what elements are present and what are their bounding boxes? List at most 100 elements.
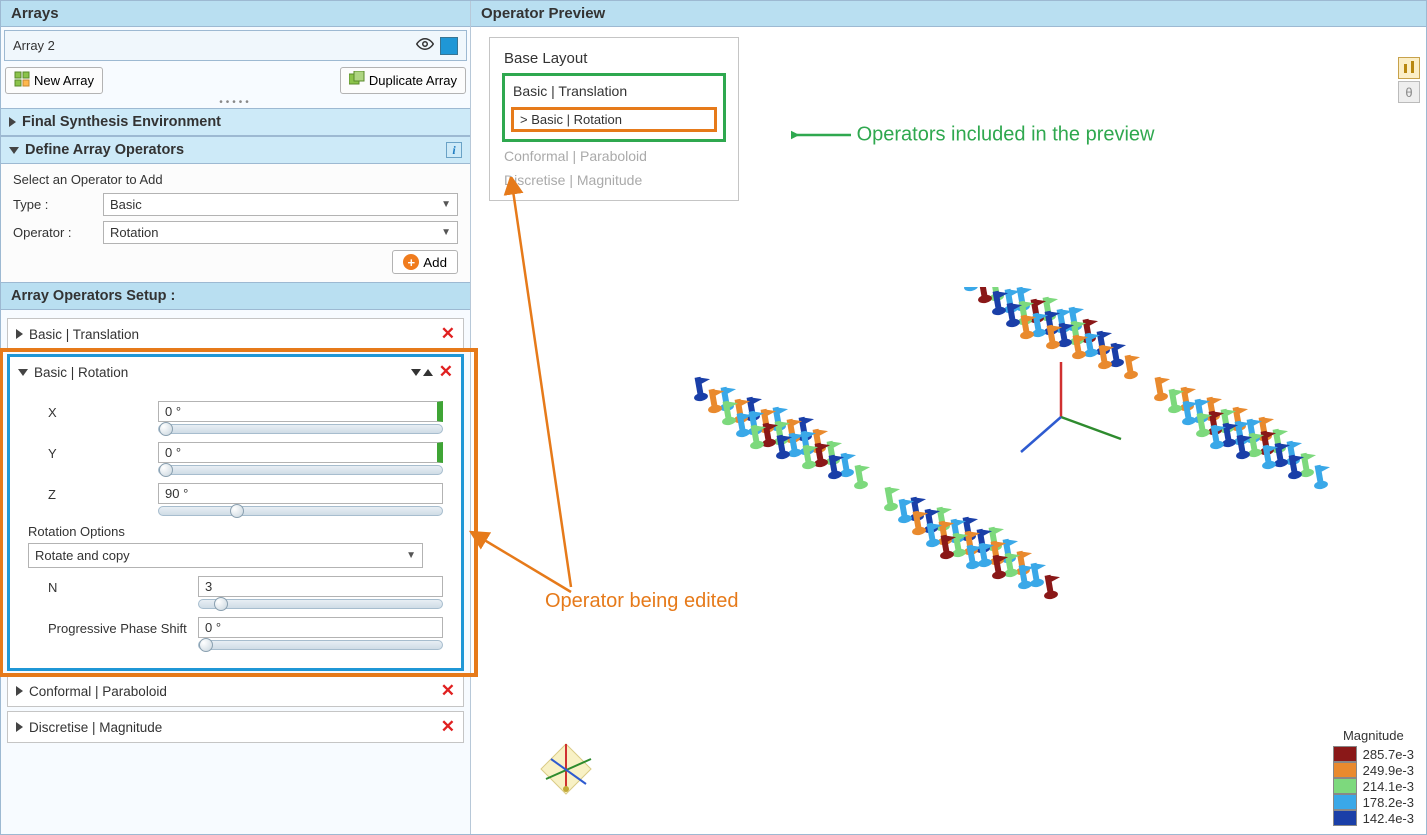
slider-label: Y: [48, 442, 158, 461]
toggle-theta-icon[interactable]: θ: [1398, 81, 1420, 103]
slider-track[interactable]: [158, 506, 443, 516]
new-array-button[interactable]: New Array: [5, 67, 103, 94]
legend-swatch: [1333, 778, 1357, 794]
slider-thumb[interactable]: [230, 504, 244, 518]
operator-item: Conformal | Paraboloid ✕: [7, 675, 464, 707]
define-operators-body: Select an Operator to Add Type : Basic ▼…: [1, 164, 470, 282]
legend-label: 178.2e-3: [1363, 795, 1414, 810]
preview-layout-box: Base Layout Basic | Translation > Basic …: [489, 37, 739, 201]
array-row[interactable]: Array 2: [4, 30, 467, 61]
slider-track[interactable]: [158, 424, 443, 434]
operator-header[interactable]: Discretise | Magnitude ✕: [8, 712, 463, 742]
slider-track[interactable]: [158, 465, 443, 475]
operator-item: Basic | Rotation✕X0 °Y0 °Z90 °Rotation O…: [7, 354, 464, 671]
sidebar-title: Arrays: [1, 1, 470, 27]
legend-swatch: [1333, 746, 1357, 762]
section-label: Define Array Operators: [25, 142, 184, 158]
slider-value-input[interactable]: 0 °: [198, 617, 443, 638]
preview-title: Operator Preview: [471, 1, 1426, 27]
slider-track[interactable]: [198, 599, 443, 609]
operator-name: Discretise | Magnitude: [29, 720, 435, 735]
move-down-icon[interactable]: [411, 369, 421, 376]
slider-z: Z90 °: [48, 483, 443, 516]
new-array-icon: [14, 71, 30, 90]
operator-value: Rotation: [110, 225, 158, 240]
slider-value-input[interactable]: 0 °: [158, 401, 443, 422]
operators-setup-header: Array Operators Setup :: [1, 282, 470, 310]
move-up-icon[interactable]: [423, 369, 433, 376]
slider-thumb[interactable]: [159, 463, 173, 477]
legend-label: 285.7e-3: [1363, 747, 1414, 762]
duplicate-array-label: Duplicate Array: [369, 73, 457, 88]
slider-label: X: [48, 401, 158, 420]
operator-label: Operator :: [13, 225, 103, 240]
caret-icon: ▼: [441, 199, 451, 210]
slider-x: X0 °: [48, 401, 443, 434]
slider-value-input[interactable]: 0 °: [158, 442, 443, 463]
annotation-arrow-1: [481, 177, 601, 597]
operator-name: Basic | Rotation: [34, 365, 405, 380]
legend-row: 285.7e-3: [1333, 746, 1414, 762]
add-label: Add: [423, 255, 447, 270]
base-layout-label: Base Layout: [502, 46, 726, 71]
section-label: Final Synthesis Environment: [22, 114, 221, 130]
axis-gizmo[interactable]: [531, 734, 601, 804]
slider-thumb[interactable]: [214, 597, 228, 611]
section-final-synthesis[interactable]: Final Synthesis Environment: [1, 108, 470, 136]
excluded-op: Discretise | Magnitude: [502, 168, 726, 192]
array-name: Array 2: [13, 38, 416, 53]
legend-swatch: [1333, 762, 1357, 778]
annotation-included: Operators included in the preview: [791, 123, 1155, 147]
operator-name: Conformal | Paraboloid: [29, 684, 435, 699]
visibility-icon[interactable]: [416, 35, 434, 56]
type-value: Basic: [110, 197, 142, 212]
rotation-options-select[interactable]: Rotate and copy▼: [28, 543, 423, 568]
slider-thumb[interactable]: [199, 638, 213, 652]
slider-thumb[interactable]: [159, 422, 173, 436]
select-operator-label: Select an Operator to Add: [13, 172, 458, 187]
slider-value-input[interactable]: 3: [198, 576, 443, 597]
operator-header[interactable]: Basic | Translation ✕: [8, 319, 463, 349]
chevron-right-icon: [16, 722, 23, 732]
plus-icon: +: [403, 254, 419, 270]
legend-row: 214.1e-3: [1333, 778, 1414, 794]
operator-select[interactable]: Rotation ▼: [103, 221, 458, 244]
included-op: Basic | Translation: [511, 79, 717, 103]
slider-label: N: [48, 576, 198, 595]
operator-body: X0 °Y0 °Z90 °Rotation OptionsRotate and …: [10, 387, 461, 668]
rotation-options-value: Rotate and copy: [35, 548, 130, 563]
remove-operator-icon[interactable]: ✕: [441, 324, 455, 344]
slider-y: Y0 °: [48, 442, 443, 475]
array-3d-preview[interactable]: [641, 287, 1401, 647]
excluded-op: Conformal | Paraboloid: [502, 144, 726, 168]
legend-row: 178.2e-3: [1333, 794, 1414, 810]
slider-label: Progressive Phase Shift: [48, 617, 198, 636]
duplicate-array-button[interactable]: Duplicate Array: [340, 67, 466, 94]
operator-header[interactable]: Conformal | Paraboloid ✕: [8, 676, 463, 706]
included-operators-frame: Basic | Translation > Basic | Rotation: [502, 73, 726, 142]
included-op-editing: > Basic | Rotation: [520, 112, 622, 127]
magnitude-legend: Magnitude 285.7e-3249.9e-3214.1e-3178.2e…: [1333, 728, 1414, 826]
legend-row: 142.4e-3: [1333, 810, 1414, 826]
remove-operator-icon[interactable]: ✕: [441, 717, 455, 737]
remove-operator-icon[interactable]: ✕: [439, 362, 453, 382]
array-color-swatch[interactable]: [440, 37, 458, 55]
caret-icon: ▼: [441, 227, 451, 238]
slider-track[interactable]: [198, 640, 443, 650]
operator-item: Discretise | Magnitude ✕: [7, 711, 464, 743]
slider-value-input[interactable]: 90 °: [158, 483, 443, 504]
chevron-right-icon: [16, 686, 23, 696]
duplicate-array-icon: [349, 71, 365, 90]
legend-swatch: [1333, 794, 1357, 810]
remove-operator-icon[interactable]: ✕: [441, 681, 455, 701]
operator-header[interactable]: Basic | Rotation ✕: [10, 357, 461, 387]
type-select[interactable]: Basic ▼: [103, 193, 458, 216]
operator-name: Basic | Translation: [29, 327, 435, 342]
chevron-down-icon: [9, 147, 19, 154]
info-icon[interactable]: i: [446, 142, 462, 158]
toggle-bars-icon[interactable]: [1398, 57, 1420, 79]
type-label: Type :: [13, 197, 103, 212]
operator-item: Basic | Translation ✕: [7, 318, 464, 350]
add-operator-button[interactable]: + Add: [392, 250, 458, 274]
section-define-operators[interactable]: Define Array Operators i: [1, 136, 470, 164]
